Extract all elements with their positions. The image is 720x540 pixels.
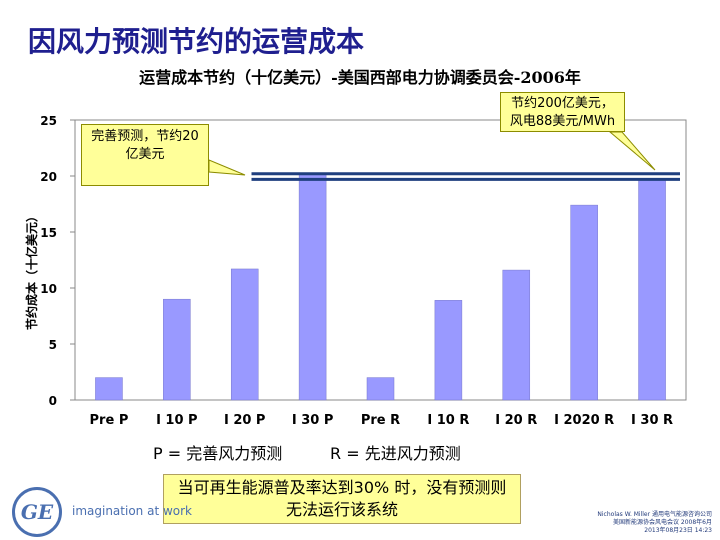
bottom-note: 当可再生能源普及率达到30% 时，没有预测则 无法运行该系统 [163,474,521,524]
x-tick-label: I 10 P [156,413,198,428]
callout-pointer-left [208,159,246,176]
y-tick-label: 20 [40,170,57,184]
bar [230,268,259,401]
credits-line1: Nicholas W. Miller 通用电气能源咨询公司 [597,511,712,518]
callout-savings-line2: 风电88美元/MWh [509,114,616,129]
x-tick-label: Pre R [361,413,400,428]
credits-line2: 美国新能源协会风电会议 2008年6月 [613,519,712,526]
credits: Nicholas W. Miller 通用电气能源咨询公司 美国新能源协会风电会… [597,511,712,535]
bar [434,300,463,401]
callout-perfect-line1: 完善预测，节约20 [91,129,199,144]
callout-perfect-line2: 亿美元 [125,147,165,162]
bar [366,377,395,401]
x-tick-label: I 20 P [224,413,266,428]
y-tick-label: 10 [40,282,57,296]
bar [638,177,666,401]
callout-savings-line1: 节约200亿美元， [511,96,614,111]
bottom-note-line2: 无法运行该系统 [285,500,398,519]
bar [502,269,531,401]
bar [298,173,327,401]
x-tick-label: I 10 R [427,413,469,428]
y-tick-label: 15 [40,226,57,240]
y-axis-label: 节约成本（十亿美元） [24,210,39,330]
y-tick-label: 5 [49,338,57,352]
page-title: 因风力预测节约的运营成本 [28,25,365,58]
bar [570,204,598,401]
x-tick-label: I 30 R [631,413,673,428]
callout-savings: 节约200亿美元， 风电88美元/MWh [500,92,625,132]
callout-perfect-forecast: 完善预测，节约20 亿美元 [81,124,209,186]
ge-logo: GE [12,487,62,537]
x-tick-label: I 20 R [495,413,537,428]
bar [163,298,191,401]
tagline: imagination at work [72,504,192,518]
legend-r-note: R = 先进风力预测 [330,444,461,463]
x-tick-label: I 30 P [292,413,334,428]
legend-p-note: P = 完善风力预测 [153,444,283,463]
y-tick-label: 25 [40,114,57,128]
credits-line3: 2013年08月23日 14:23 [644,527,712,534]
y-tick-label: 0 [49,394,57,408]
bar [95,377,123,401]
bottom-note-line1: 当可再生能源普及率达到30% 时，没有预测则 [177,478,507,497]
callout-pointer-right [608,131,656,171]
x-tick-label: I 2020 R [554,413,614,428]
x-tick-label: Pre P [90,413,129,428]
chart-title: 运营成本节约（十亿美元）-美国西部电力协调委员会-2006年 [139,68,581,87]
